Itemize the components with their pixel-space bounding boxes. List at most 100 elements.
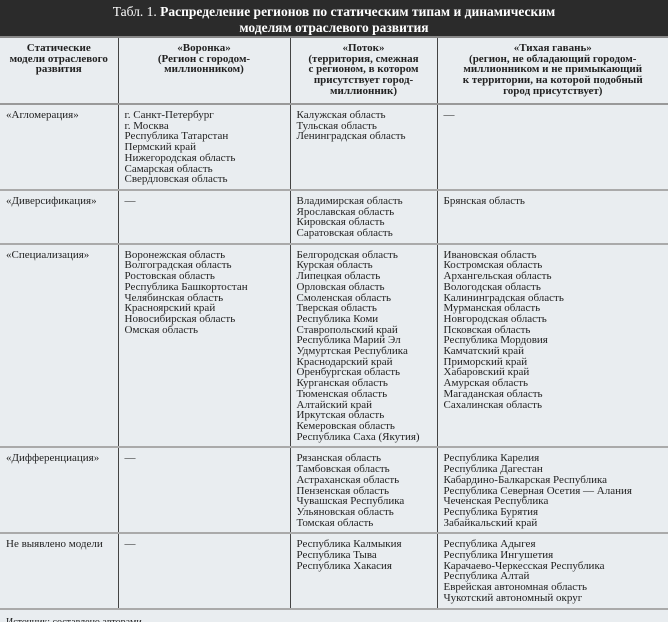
cell-line: Республика Карелия: [443, 452, 540, 465]
cell-line: миллионником и не примыкающий: [463, 63, 643, 76]
cell-line: Хабаровский край: [443, 366, 530, 379]
cell-line: Нижегородская область: [124, 151, 236, 164]
cell-line: Карачаево-Черкесская Республика: [443, 559, 605, 572]
cell-line: Ростовская область: [124, 270, 215, 283]
cell-line: Курганская область: [296, 377, 388, 390]
table-row: «Диверсификация» — Владимирская область Яро…: [0, 189, 668, 245]
cell-line: Приморский край: [443, 355, 528, 368]
regions-cell-voronka: —: [117, 447, 290, 535]
cell-line: Краснодарский край: [296, 355, 393, 368]
cell-line: Вологодская область: [443, 280, 541, 293]
cell-line: Астраханская область: [296, 473, 400, 486]
cell-line: Республика Бурятия: [443, 505, 539, 518]
cell-line: Новгородская область: [443, 312, 547, 325]
column-header: «Поток» (территория, смежная с регионом, в…: [289, 38, 437, 105]
cell-line: Тамбовская область: [296, 463, 390, 476]
cell-line: Республика Саха (Якутия): [296, 430, 420, 443]
cell-line: Челябинская область: [124, 291, 224, 304]
cell-line: присутствует город-: [313, 74, 414, 87]
cell-line: Алтайский край: [296, 398, 373, 411]
cell-line: Республика Адыгея: [443, 538, 536, 551]
cell-line: Республика Алтай: [443, 570, 530, 583]
cell-line: Омская область: [124, 323, 199, 336]
cell-line: «Воронка»: [177, 42, 231, 54]
table-title-text-2: моделям отраслевого развития: [239, 20, 429, 35]
cell-line: Оренбургская область: [296, 366, 401, 379]
cell-line: Новосибирская область: [124, 312, 236, 325]
cell-line: Тверская область: [296, 302, 377, 315]
regions-cell-gavan: Республика Адыгея Республика Ингушетия Кар…: [436, 533, 668, 610]
cell-line: Камчатский край: [443, 345, 524, 358]
regions-cell-voronka: г. Санкт-Петербург г. Москва Республика Та…: [117, 104, 290, 191]
cell-line: Статические: [26, 42, 91, 54]
cell-line: «Тихая гавань»: [513, 42, 592, 54]
cell-line: Амурская область: [443, 377, 529, 390]
cell-line: Республика Ингушетия: [443, 549, 554, 562]
model-cell: «Агломерация»: [0, 104, 118, 191]
cell-line: Забайкальский край: [443, 516, 538, 529]
table-row: «Дифференциация» — Рязанская область Тамбов…: [0, 447, 668, 535]
cell-line: Республика Хакасия: [296, 559, 392, 572]
header-row: Статические модели отраслевого развития «Во…: [0, 38, 668, 105]
table-title-text: Распределение регионов по статическим ти…: [160, 4, 556, 19]
cell-line: Самарская область: [124, 162, 213, 175]
cell-line: Тульская область: [296, 119, 377, 132]
cell-line: Магаданская область: [443, 387, 543, 400]
cell-line: Чукотский автономный округ: [443, 591, 583, 604]
cell-line: Кировская область: [296, 216, 385, 229]
cell-line: Ульяновская область: [296, 505, 394, 518]
regions-cell-voronka: —: [117, 189, 290, 245]
cell-line: Пермский край: [124, 141, 196, 154]
cell-line: Иркутская область: [296, 409, 385, 422]
cell-line: Брянская область: [443, 194, 525, 207]
cell-line: Мурманская область: [443, 302, 541, 315]
model-cell: «Диверсификация»: [0, 189, 118, 245]
cell-line: г. Санкт-Петербург: [124, 109, 214, 121]
cell-line: г. Москва: [124, 119, 169, 132]
cell-line: Республика Калмыкия: [296, 538, 402, 551]
cell-line: Калининградская область: [443, 291, 564, 304]
cell-line: Республика Тыва: [296, 549, 377, 562]
cell-line: Республика Дагестан: [443, 463, 543, 476]
cell-line: Красноярский край: [124, 302, 216, 315]
cell-line: Республика Татарстан: [124, 130, 229, 143]
regions-table: Статические модели отраслевого развития «Во…: [0, 38, 668, 622]
cell-line: Ставропольский край: [296, 323, 398, 336]
cell-line: Смоленская область: [296, 291, 392, 304]
cell-line: Свердловская область: [124, 173, 228, 186]
cell-line: Сахалинская область: [443, 398, 542, 411]
cell-line: Саратовская область: [296, 227, 393, 240]
cell-line: —: [124, 538, 136, 551]
regions-cell-potok: Республика Калмыкия Республика Тыва Респуб…: [289, 533, 437, 610]
cell-line: Пензенская область: [296, 484, 389, 497]
cell-line: Республика Мордовия: [443, 334, 548, 347]
cell-line: —: [443, 109, 455, 121]
cell-line: Кабардино-Балкарская Республика: [443, 473, 608, 486]
cell-line: Республика Башкортостан: [124, 280, 248, 293]
cell-line: с регионом, в котором: [308, 63, 419, 76]
cell-line: Чувашская Республика: [296, 495, 405, 508]
cell-line: город присутствует): [503, 84, 603, 97]
cell-line: Удмуртская Республика: [296, 345, 408, 358]
cell-line: Республика Коми: [296, 312, 379, 325]
cell-line: Республика Марий Эл: [296, 334, 401, 347]
cell-line: Воронежская область: [124, 248, 226, 261]
cell-line: Псковская область: [443, 323, 531, 336]
regions-cell-potok: Рязанская область Тамбовская область Астра…: [289, 447, 437, 535]
regions-cell-voronka: —: [117, 533, 290, 610]
cell-line: Липецкая область: [296, 270, 381, 283]
regions-cell-gavan: Брянская область: [436, 189, 668, 245]
cell-line: модели отраслевого: [9, 52, 108, 65]
cell-line: (Регион с городом-: [157, 52, 251, 65]
column-header: «Тихая гавань» (регион, не обладающий гор…: [436, 38, 668, 105]
regions-cell-potok: Калужская область Тульская область Ленингр…: [289, 104, 437, 191]
cell-line: Рязанская область: [296, 452, 382, 465]
table-row: «Агломерация» г. Санкт-Петербург г. Москва…: [0, 104, 668, 191]
cell-line: Еврейская автономная область: [443, 581, 588, 594]
cell-line: миллионник): [329, 84, 398, 97]
regions-cell-gavan: Республика Карелия Республика Дагестан Каб…: [436, 447, 668, 535]
cell-line: Кемеровская область: [296, 419, 395, 432]
column-header: «Воронка» (Регион с городом-миллионником): [117, 38, 290, 105]
cell-line: Республика Северная Осетия — Алания: [443, 484, 632, 497]
table-number: Табл. 1.: [112, 4, 157, 19]
